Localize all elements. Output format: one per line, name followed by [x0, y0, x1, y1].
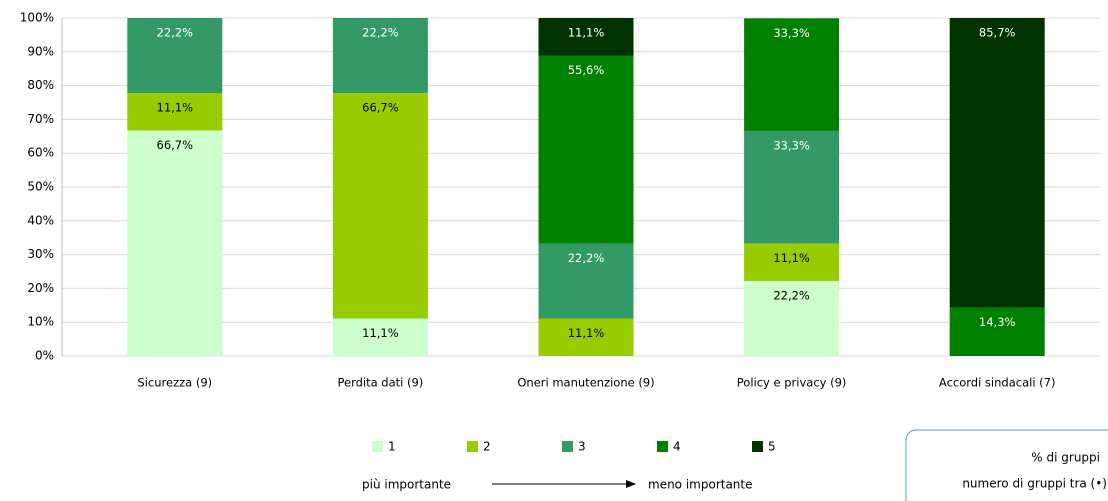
data-label: 11,1%	[568, 326, 605, 340]
data-label: 66,7%	[157, 138, 194, 152]
y-tick-label: 30%	[27, 247, 54, 261]
scale-arrow-head	[626, 480, 636, 488]
bar-segment	[538, 18, 634, 56]
y-tick-label: 10%	[27, 315, 54, 329]
y-tick-label: 0%	[35, 349, 54, 363]
bar-segment	[744, 18, 840, 131]
legend-swatch	[562, 441, 573, 452]
bar-segment	[949, 18, 1045, 308]
legend-label: 4	[673, 440, 681, 454]
bar-segment	[127, 18, 223, 94]
data-label: 66,7%	[362, 101, 399, 115]
y-tick-label: 90%	[27, 44, 54, 58]
y-tick-label: 40%	[27, 213, 54, 227]
data-label: 85,7%	[979, 26, 1016, 40]
data-label: 55,6%	[568, 63, 605, 77]
legend-label: 3	[578, 440, 586, 454]
data-label: 22,2%	[773, 288, 810, 302]
y-tick-label: 70%	[27, 112, 54, 126]
data-label: 22,2%	[568, 251, 605, 265]
note-box	[905, 429, 1108, 501]
y-tick-label: 100%	[20, 11, 54, 25]
data-label: 11,1%	[773, 251, 810, 265]
note: numero di gruppi tra (•)	[962, 477, 1107, 491]
data-label: 33,3%	[773, 138, 810, 152]
legend-swatch	[657, 441, 668, 452]
x-tick-label: Sicurezza (9)	[137, 376, 212, 390]
data-label: 14,3%	[979, 315, 1016, 329]
legend-swatch	[752, 441, 763, 452]
y-tick-label: 20%	[27, 281, 54, 295]
bar-segment	[332, 318, 428, 356]
bar-segment	[949, 307, 1045, 356]
x-tick-label: Perdita dati (9)	[337, 376, 423, 390]
data-label: 11,1%	[157, 101, 194, 115]
bar-segment	[744, 243, 840, 281]
legend-label: 2	[483, 440, 491, 454]
data-label: 11,1%	[362, 326, 399, 340]
bar-segment	[538, 243, 634, 319]
bar-segment	[538, 55, 634, 244]
bar-segment	[744, 280, 840, 356]
bar-segment	[127, 130, 223, 356]
legend-swatch	[372, 441, 383, 452]
y-tick-label: 60%	[27, 146, 54, 160]
y-tick-label: 80%	[27, 78, 54, 92]
note: % di gruppi	[1031, 451, 1100, 465]
y-tick-label: 50%	[27, 180, 54, 194]
x-tick-label: Accordi sindacali (7)	[939, 376, 1056, 390]
legend-swatch	[467, 441, 478, 452]
bar-segment	[744, 130, 840, 244]
data-label: 22,2%	[157, 26, 194, 40]
data-label: 11,1%	[568, 26, 605, 40]
scale-right: meno importante	[648, 478, 753, 492]
bar-segment	[332, 93, 428, 319]
bar-segment	[332, 18, 428, 94]
scale-left: più importante	[362, 478, 451, 492]
x-tick-label: Policy e privacy (9)	[737, 376, 847, 390]
legend-label: 1	[388, 440, 396, 454]
x-tick-label: Oneri manutenzione (9)	[517, 376, 654, 390]
bar-segment	[127, 93, 223, 131]
bar-segment	[538, 318, 634, 356]
legend-label: 5	[768, 440, 776, 454]
data-label: 33,3%	[773, 26, 810, 40]
data-label: 22,2%	[362, 26, 399, 40]
